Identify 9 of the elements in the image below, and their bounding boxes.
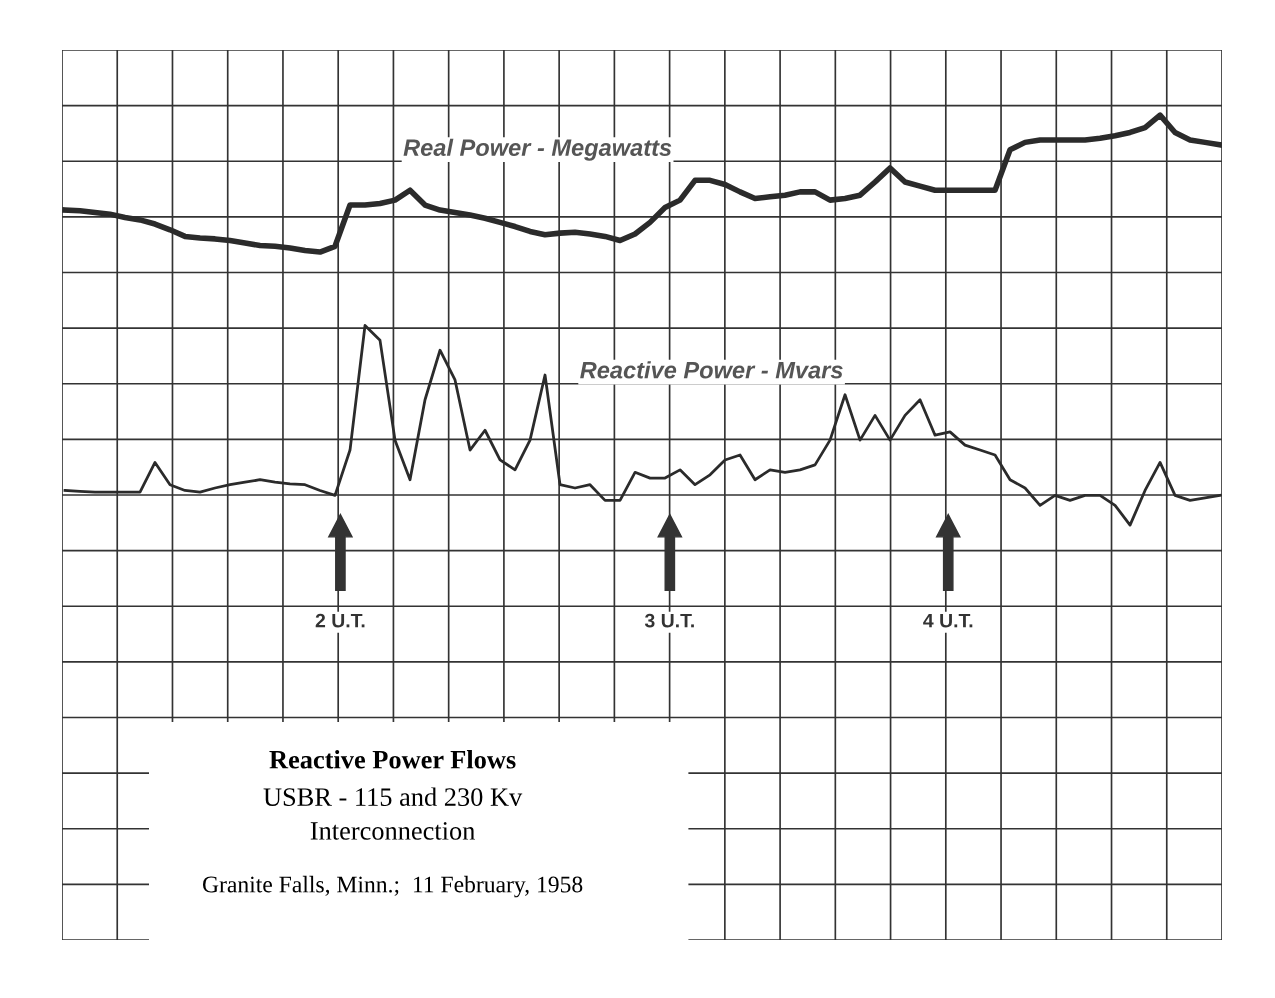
text: USBR - 115 and 230 Kv bbox=[263, 787, 523, 806]
annotation: 3 U.T. bbox=[644, 613, 694, 628]
series-label: Reactive Power - Mvars bbox=[580, 361, 843, 379]
annotation: 2 U.T. bbox=[315, 613, 365, 628]
annotation: Interconnection bbox=[310, 822, 475, 840]
annotation: 4 U.T. bbox=[923, 613, 973, 628]
series-label: Real Power - Megawatts bbox=[403, 138, 672, 161]
annotation: Granite Falls, Minn.; 11 February, 1958 bbox=[202, 875, 583, 898]
text: Reactive Power Flows bbox=[269, 750, 516, 769]
